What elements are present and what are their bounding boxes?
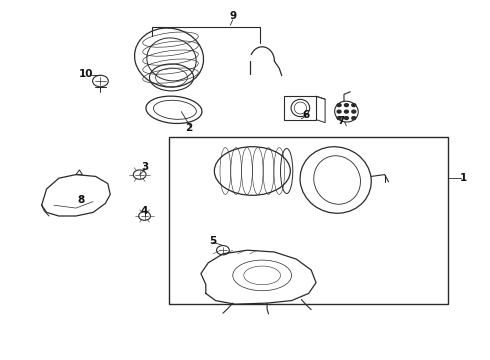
Text: 2: 2 <box>185 123 192 133</box>
Circle shape <box>344 117 348 120</box>
Text: 10: 10 <box>78 69 93 79</box>
Text: 5: 5 <box>210 236 217 246</box>
Circle shape <box>337 104 341 107</box>
Circle shape <box>344 104 348 107</box>
Text: 7: 7 <box>337 116 344 126</box>
Circle shape <box>352 104 356 107</box>
Circle shape <box>344 110 348 113</box>
Circle shape <box>352 110 356 113</box>
Text: 8: 8 <box>77 195 84 205</box>
Text: 4: 4 <box>141 206 148 216</box>
Circle shape <box>337 117 341 120</box>
Text: 1: 1 <box>460 173 466 183</box>
Circle shape <box>337 110 341 113</box>
Text: 9: 9 <box>229 11 236 21</box>
Bar <box>169 137 448 304</box>
Circle shape <box>352 117 356 120</box>
Text: 3: 3 <box>141 162 148 172</box>
Text: 6: 6 <box>303 110 310 120</box>
